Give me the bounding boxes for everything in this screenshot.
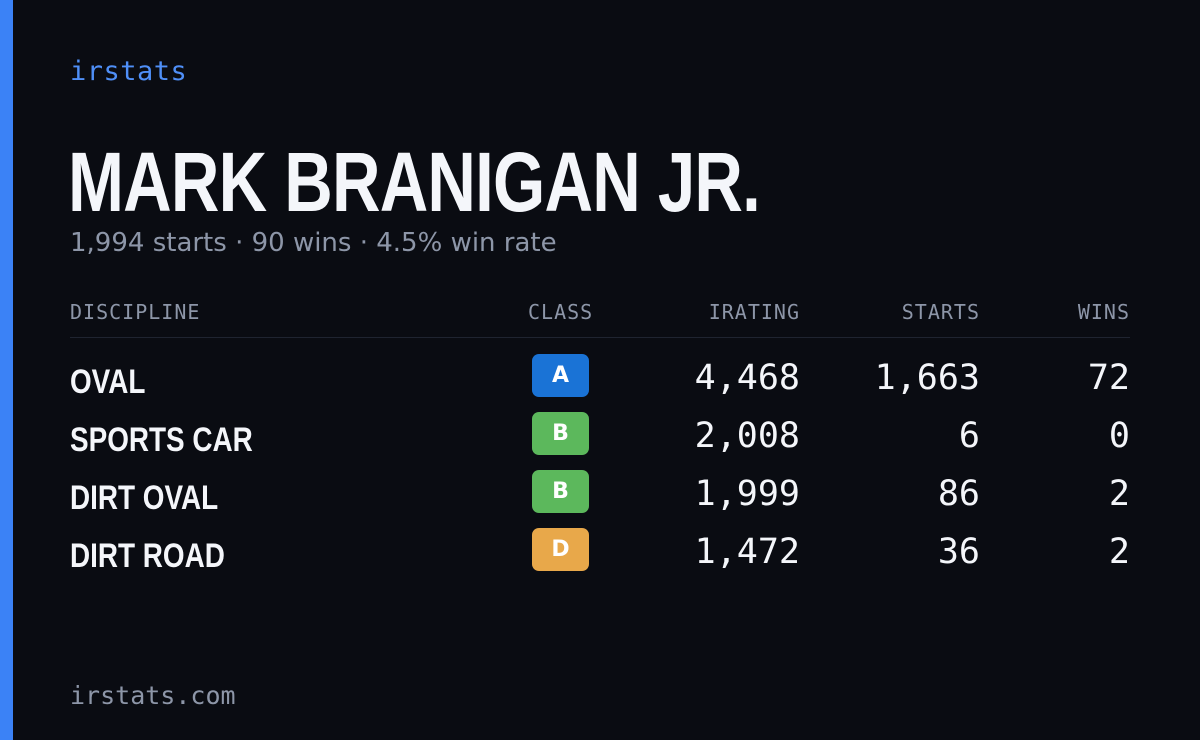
header-starts: STARTS [901,300,980,324]
table-header: DISCIPLINE CLASS IRATING STARTS WINS [70,300,1130,338]
wins-value: 0 [1108,416,1130,456]
class-badge: B [532,412,589,455]
class-badge: A [532,354,589,397]
table-row: DIRT ROAD D 1,472 36 2 [70,528,1130,586]
header-wins: WINS [1077,300,1130,324]
footer-url: irstats.com [70,681,236,710]
starts-value: 36 [937,532,980,572]
class-badge: D [532,528,589,571]
discipline-name: OVAL [70,363,146,401]
discipline-name: DIRT ROAD [70,537,225,575]
discipline-table: DISCIPLINE CLASS IRATING STARTS WINS OVA… [70,300,1130,586]
irating-value: 1,472 [694,532,800,572]
discipline-name: DIRT OVAL [70,479,219,517]
table-body: OVAL A 4,468 1,663 72 SPORTS CAR B 2,008… [70,354,1130,586]
driver-summary: 1,994 starts · 90 wins · 4.5% win rate [70,228,557,258]
wins-value: 2 [1108,474,1130,514]
discipline-name: SPORTS CAR [70,421,253,459]
header-class: CLASS [528,300,594,324]
irating-value: 2,008 [694,416,800,456]
irating-value: 4,468 [694,358,800,398]
header-irating: IRATING [708,300,800,324]
wins-value: 2 [1108,532,1130,572]
accent-bar [0,0,13,740]
class-badge: B [532,470,589,513]
starts-value: 6 [958,416,980,456]
wins-value: 72 [1087,358,1130,398]
brand-logo: irstats [70,56,188,87]
starts-value: 1,663 [874,358,980,398]
table-row: SPORTS CAR B 2,008 6 0 [70,412,1130,470]
table-row: DIRT OVAL B 1,999 86 2 [70,470,1130,528]
header-discipline: DISCIPLINE [70,300,201,324]
driver-name: MARK BRANIGAN JR. [68,135,761,229]
starts-value: 86 [937,474,980,514]
table-row: OVAL A 4,468 1,663 72 [70,354,1130,412]
irating-value: 1,999 [694,474,800,514]
